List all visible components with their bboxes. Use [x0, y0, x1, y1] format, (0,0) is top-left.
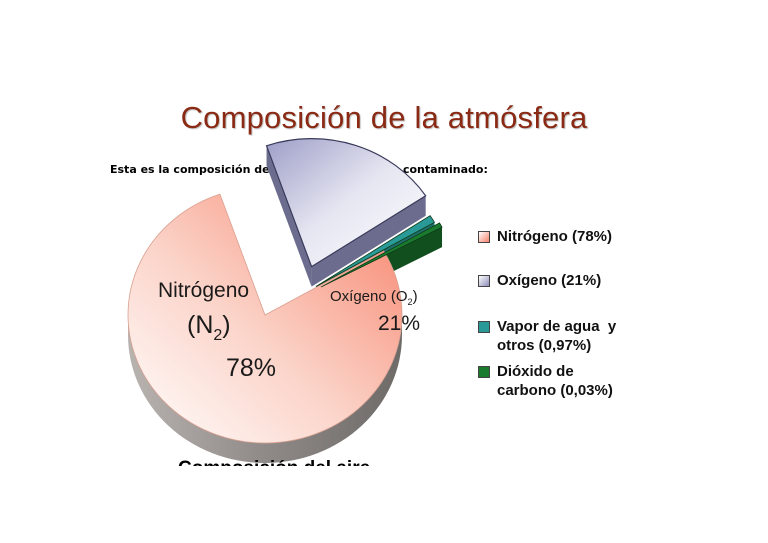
pie-slice-vapor: [315, 215, 436, 287]
legend-swatch-vapor: [478, 321, 490, 333]
legend-label-nitrogeno: Nitrógeno (78%): [497, 228, 613, 245]
chart-title: Composición de la atmósfera: [180, 100, 588, 135]
slice-label-nitrogeno-name: Nitrógeno: [158, 279, 249, 302]
cut-off-caption: Composición del aire: [178, 452, 408, 466]
legend-swatch-dioxido: [478, 366, 490, 378]
slice-label-nitrogeno-formula: (N2): [187, 311, 231, 344]
legend-item-vapor: Vapor de agua y otros (0,97%): [478, 317, 616, 355]
legend-item-dioxido: Dióxido de carbono (0,03%): [478, 362, 613, 400]
legend-label-vapor: Vapor de agua y otros (0,97%): [497, 318, 617, 354]
legend-swatch-oxigeno: [478, 275, 490, 287]
legend-label-oxigeno: Oxígeno (21%): [497, 272, 602, 289]
pie-cut-oxigeno: [311, 195, 426, 287]
legend-item-nitrogeno: Nitrógeno (78%): [478, 227, 612, 246]
slice-label-oxigeno-name: Oxígeno (O2): [330, 288, 418, 307]
pie-slice-oxigeno: [265, 138, 427, 268]
slice-label-nitrogeno-percent: 78%: [226, 354, 276, 382]
pie-cut-oxigeno: [266, 145, 312, 287]
legend-swatch-nitrogeno: [478, 231, 490, 243]
pie-slice-nitrogeno: [127, 193, 403, 444]
pie-slice-dioxido: [320, 222, 443, 288]
legend-item-oxigeno: Oxígeno (21%): [478, 271, 601, 290]
legend-label-dioxido: Dióxido de carbono (0,03%): [497, 363, 613, 399]
slice-label-oxigeno-percent: 21%: [378, 312, 420, 335]
